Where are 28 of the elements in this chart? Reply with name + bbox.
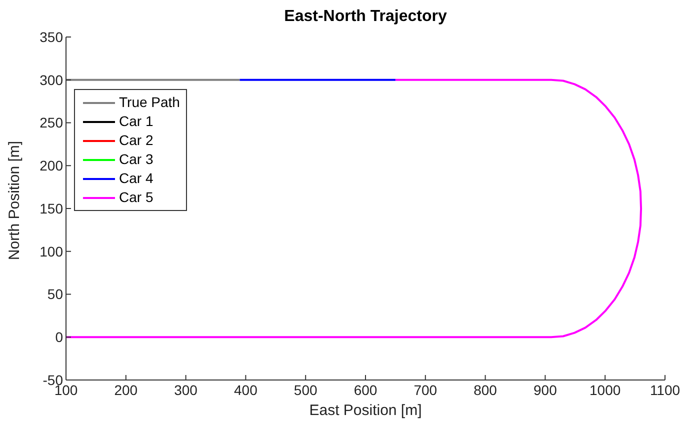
y-tick-label: 150 [40, 200, 64, 216]
y-tick-label: 300 [40, 72, 64, 88]
y-tick-label: 100 [40, 243, 64, 260]
legend-label: Car 2 [119, 131, 154, 150]
x-tick-label: 900 [534, 382, 558, 398]
y-tick-label: 0 [55, 329, 64, 346]
x-tick-label: 400 [234, 382, 258, 398]
y-axis-title: North Position [m] [6, 140, 23, 260]
legend-label: True Path [119, 93, 180, 112]
chart-title: East-North Trajectory [283, 8, 448, 26]
x-tick-label: 600 [354, 382, 378, 398]
y-tick-label: 350 [40, 28, 64, 45]
legend-label: Car 4 [119, 169, 154, 188]
x-tick-label: 700 [414, 382, 438, 398]
y-tick-label: 50 [47, 286, 64, 302]
x-tick-label: 800 [474, 382, 498, 398]
legend-label: Car 3 [119, 150, 154, 169]
legend-label: Car 5 [119, 188, 154, 207]
x-tick-label: 500 [294, 382, 318, 398]
y-tick-label: 250 [40, 114, 64, 131]
legend-label: Car 1 [119, 112, 154, 131]
x-tick-label: 1000 [590, 382, 621, 398]
x-tick-label: 300 [174, 382, 198, 398]
x-tick-label: 1100 [650, 382, 680, 398]
x-axis-title: East Position [m] [308, 402, 423, 419]
y-tick-label: 200 [40, 158, 64, 174]
x-tick-label: 200 [114, 382, 138, 398]
line-series [66, 78, 642, 338]
